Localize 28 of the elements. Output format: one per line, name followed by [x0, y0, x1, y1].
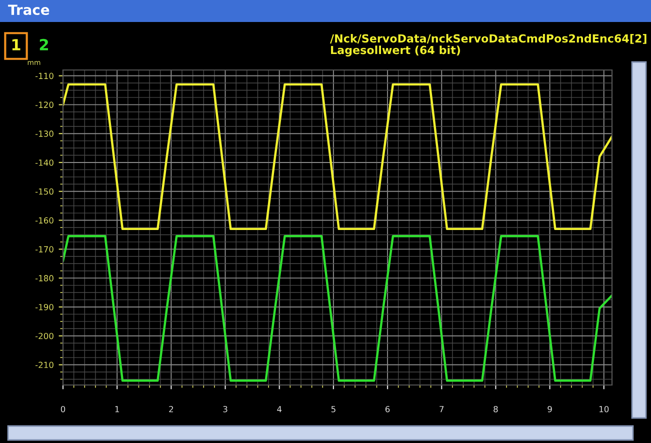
y-tick-label: -160 — [35, 217, 54, 224]
y-tick-label: -210 — [35, 362, 54, 368]
chart-subtitle: /Nck/ServoData/nckServoDataCmdPos2ndEnc64[2] Lagesollwert (64 bit) — [330, 34, 646, 56]
x-tick-label: 3 — [223, 406, 228, 412]
y-tick-label: -180 — [35, 275, 54, 282]
y-tick-label: -150 — [35, 188, 54, 195]
y-tick-label: -170 — [35, 246, 54, 252]
x-tick-label: 10 — [600, 406, 609, 412]
x-tick-label: 1 — [115, 406, 119, 412]
y-tick-label: -140 — [35, 159, 54, 166]
y-tick-label: -120 — [35, 102, 54, 108]
text: 1 — [12, 39, 20, 50]
y-tick-label: -200 — [35, 332, 54, 340]
x-tick-label: 4 — [277, 406, 282, 412]
x-tick-label: 2 — [169, 406, 173, 412]
x-tick-label: 0 — [60, 406, 66, 412]
x-tick-label: 5 — [331, 406, 336, 412]
line-series — [63, 83, 612, 230]
x-tick-label: 7 — [440, 406, 444, 412]
x-tick-label: 9 — [548, 406, 552, 412]
y-tick-label: -110 — [35, 72, 54, 80]
line-series — [63, 235, 612, 382]
chart-title: Trace — [8, 4, 50, 16]
y-tick-label: -130 — [35, 130, 54, 137]
x-tick-label: 8 — [494, 406, 498, 412]
text: 2 — [40, 38, 48, 50]
x-tick-label: 6 — [385, 406, 390, 412]
y-tick-label: -190 — [35, 304, 54, 310]
